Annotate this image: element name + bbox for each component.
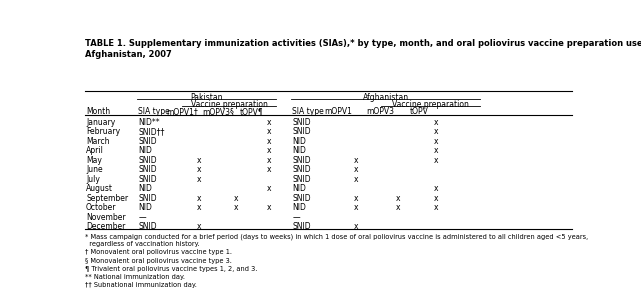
Text: NID: NID [138, 203, 152, 212]
Text: Vaccine preparation: Vaccine preparation [392, 100, 469, 109]
Text: x: x [267, 146, 271, 155]
Text: SNID: SNID [138, 194, 157, 203]
Text: x: x [267, 137, 271, 146]
Text: April: April [86, 146, 104, 155]
Text: x: x [395, 194, 401, 203]
Text: TABLE 1. Supplementary immunization activities (SIAs),* by type, month, and oral: TABLE 1. Supplementary immunization acti… [85, 39, 641, 59]
Text: NID: NID [292, 184, 306, 193]
Text: August: August [86, 184, 113, 193]
Text: x: x [434, 127, 438, 136]
Text: x: x [197, 222, 202, 231]
Text: x: x [197, 156, 202, 165]
Text: December: December [86, 222, 126, 231]
Text: x: x [434, 184, 438, 193]
Text: mOPV1: mOPV1 [324, 108, 353, 116]
Text: ** National immunization day.: ** National immunization day. [85, 274, 185, 280]
Text: ¶ Trivalent oral poliovirus vaccine types 1, 2, and 3.: ¶ Trivalent oral poliovirus vaccine type… [85, 266, 258, 272]
Text: x: x [197, 194, 202, 203]
Text: mOPV3: mOPV3 [367, 108, 395, 116]
Text: x: x [233, 194, 238, 203]
Text: March: March [86, 137, 110, 146]
Text: SNID: SNID [292, 194, 311, 203]
Text: May: May [86, 156, 102, 165]
Text: x: x [267, 118, 271, 127]
Text: November: November [86, 213, 126, 222]
Text: Vaccine preparation: Vaccine preparation [191, 100, 267, 109]
Text: October: October [86, 203, 117, 212]
Text: SNID: SNID [138, 222, 157, 231]
Text: x: x [267, 127, 271, 136]
Text: x: x [434, 146, 438, 155]
Text: NID: NID [292, 203, 306, 212]
Text: Pakistan: Pakistan [190, 93, 223, 101]
Text: —: — [292, 213, 300, 222]
Text: x: x [267, 203, 271, 212]
Text: SNID: SNID [292, 222, 311, 231]
Text: x: x [354, 175, 358, 184]
Text: mOPV3§: mOPV3§ [203, 108, 234, 116]
Text: x: x [197, 175, 202, 184]
Text: x: x [434, 194, 438, 203]
Text: †† Subnational immunization day.: †† Subnational immunization day. [85, 282, 197, 288]
Text: x: x [197, 203, 202, 212]
Text: July: July [86, 175, 100, 184]
Text: x: x [395, 203, 401, 212]
Text: January: January [86, 118, 115, 127]
Text: SIA type: SIA type [138, 108, 170, 116]
Text: February: February [86, 127, 121, 136]
Text: NID**: NID** [138, 118, 160, 127]
Text: x: x [197, 165, 202, 174]
Text: x: x [434, 156, 438, 165]
Text: SNID: SNID [292, 156, 311, 165]
Text: —: — [138, 213, 146, 222]
Text: tOPV: tOPV [410, 108, 428, 116]
Text: NID: NID [292, 146, 306, 155]
Text: x: x [354, 203, 358, 212]
Text: SNID††: SNID†† [138, 127, 165, 136]
Text: † Monovalent oral poliovirus vaccine type 1.: † Monovalent oral poliovirus vaccine typ… [85, 249, 232, 255]
Text: § Monovalent oral poliovirus vaccine type 3.: § Monovalent oral poliovirus vaccine typ… [85, 258, 232, 264]
Text: NID: NID [138, 184, 152, 193]
Text: regardless of vaccination history.: regardless of vaccination history. [85, 241, 200, 247]
Text: SNID: SNID [138, 175, 157, 184]
Text: SNID: SNID [292, 175, 311, 184]
Text: x: x [434, 203, 438, 212]
Text: x: x [434, 137, 438, 146]
Text: SNID: SNID [292, 118, 311, 127]
Text: June: June [86, 165, 103, 174]
Text: x: x [434, 118, 438, 127]
Text: SNID: SNID [292, 165, 311, 174]
Text: x: x [354, 194, 358, 203]
Text: SNID: SNID [138, 137, 157, 146]
Text: Afghanistan: Afghanistan [363, 93, 409, 101]
Text: SNID: SNID [292, 127, 311, 136]
Text: * Mass campaign conducted for a brief period (days to weeks) in which 1 dose of : * Mass campaign conducted for a brief pe… [85, 233, 588, 240]
Text: SNID: SNID [138, 156, 157, 165]
Text: x: x [354, 156, 358, 165]
Text: x: x [267, 156, 271, 165]
Text: x: x [354, 222, 358, 231]
Text: x: x [267, 184, 271, 193]
Text: x: x [233, 203, 238, 212]
Text: x: x [267, 165, 271, 174]
Text: SIA type: SIA type [292, 108, 324, 116]
Text: mOPV1†: mOPV1† [166, 108, 198, 116]
Text: NID: NID [138, 146, 152, 155]
Text: tOPV¶: tOPV¶ [240, 108, 263, 116]
Text: Month: Month [86, 108, 110, 116]
Text: x: x [354, 165, 358, 174]
Text: SNID: SNID [138, 165, 157, 174]
Text: NID: NID [292, 137, 306, 146]
Text: September: September [86, 194, 128, 203]
